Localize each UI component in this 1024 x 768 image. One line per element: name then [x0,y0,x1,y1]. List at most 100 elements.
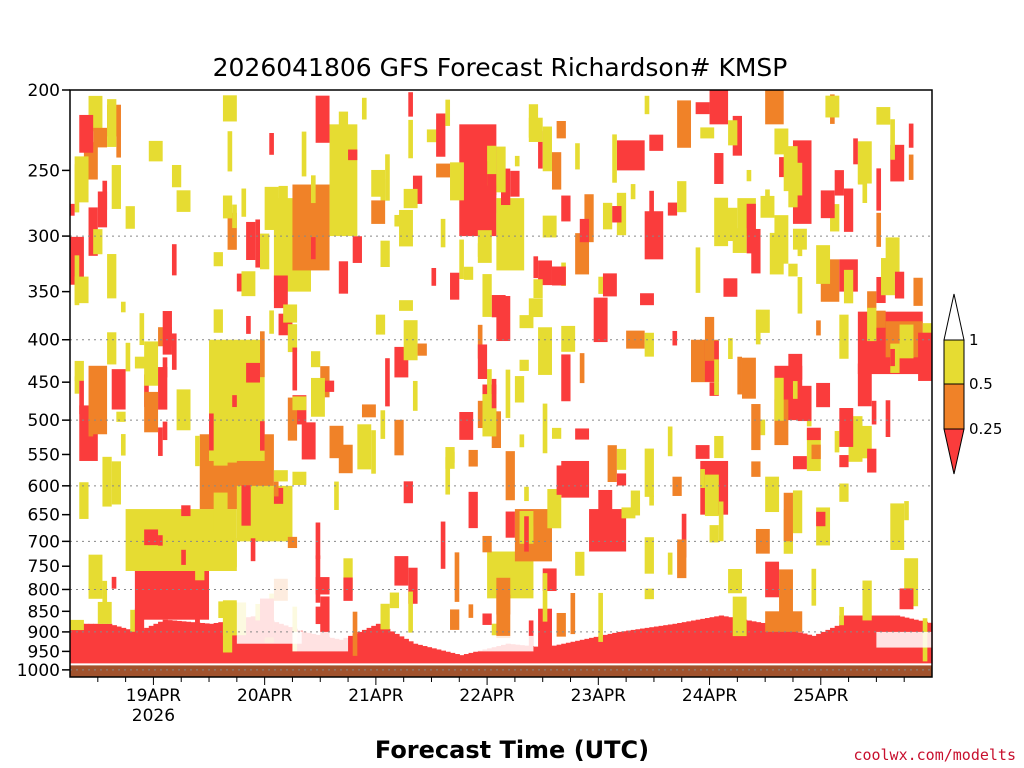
boundary-layer-cell [232,619,238,665]
ri-cell-red [732,115,742,156]
y-tick-label: 250 [28,161,60,181]
boundary-layer-cell [209,623,215,665]
boundary-layer-cell [714,616,720,665]
boundary-layer-cell [751,621,757,665]
ri-cell-yellow [227,131,233,172]
boundary-layer-cell [602,634,609,665]
ri-cell-red [899,588,914,610]
ri-cell-yellow [667,552,673,575]
ri-cell-red [255,219,261,268]
ri-cell-orange [116,130,121,158]
ri-cell-orange [260,331,265,378]
ri-cell-orange [816,320,821,336]
ri-cell-yellow [459,239,464,280]
ri-cell-yellow [74,376,80,394]
boundary-layer-cell [371,625,377,665]
ri-cell-yellow [839,606,844,626]
ri-cell-red [79,114,94,153]
boundary-layer-cell [686,621,692,665]
boundary-layer-cell [454,654,460,665]
ri-cell-red [695,445,710,459]
ri-cell-red [70,203,75,216]
ri-cell-red [273,487,284,504]
boundary-layer-cell [97,623,104,665]
ri-cell-red [315,606,325,625]
boundary-layer-cell [125,629,131,665]
ri-cell-yellow [97,601,112,624]
richardson-cells [70,90,933,665]
boundary-layer-cell [473,651,479,665]
boundary-layer-cell [148,625,155,665]
ri-cell-yellow [797,277,803,314]
boundary-layer-cell [538,647,544,665]
ri-cell-yellow [213,421,228,466]
boundary-layer-cell [74,623,80,665]
boundary-layer-cell [723,616,729,665]
ri-cell-yellow [496,213,501,231]
ri-cell-red [144,374,149,407]
ri-cell-yellow [630,490,641,516]
ri-cell-orange [468,604,474,618]
y-tick-label: 200 [28,81,60,101]
boundary-layer-cell [88,623,94,665]
boundary-layer-cell [612,632,618,665]
boundary-layer-cell [691,620,697,665]
ri-cell-red [463,161,469,186]
ri-cell-red [561,195,571,222]
ri-cell-yellow [505,369,511,418]
boundary-layer-cell [348,635,354,665]
boundary-layer-cell [450,652,456,665]
ri-cell-red [894,271,905,299]
ri-cell-red [315,555,321,603]
ri-cell-red [839,408,854,447]
ri-cell-yellow [700,469,705,488]
ri-cell-yellow [732,228,747,253]
ri-cell-yellow [273,470,288,482]
boundary-layer-cell [491,647,497,665]
ri-cell-yellow [732,596,747,637]
ri-cell-yellow [630,184,636,200]
boundary-layer-cell [436,649,442,665]
boundary-layer-cell [524,645,530,665]
ri-cell-yellow [171,164,182,188]
ri-cell-yellow [310,175,316,204]
boundary-layer-cell [70,623,76,665]
ri-cell-red [158,367,168,410]
ri-cell-red [477,344,488,379]
ri-cell-yellow [839,483,849,502]
ground-below-surface [70,664,932,677]
boundary-layer-cell [102,623,108,665]
ri-cell-red [144,529,159,546]
boundary-layer-cell [570,641,576,665]
ri-cell-yellow [139,313,145,346]
legend-bin-0.5-1 [943,339,965,385]
boundary-layer-cell [811,635,817,665]
boundary-layer-cell [83,623,90,665]
ri-cell-red [885,400,891,437]
ri-cell-red [561,354,571,402]
ri-cell-yellow [792,162,803,196]
ri-cell-yellow [621,507,636,519]
ri-cell-red [491,378,497,409]
ri-cell-yellow [862,580,872,621]
ri-cell-yellow [102,580,108,613]
ri-cell-red [843,188,854,232]
ri-cell-red [556,465,566,495]
boundary-layer-cell [440,650,446,665]
boundary-layer-cell [130,630,136,665]
ri-cell-yellow [644,588,654,600]
ri-cell-orange [575,233,590,275]
boundary-layer-cell [380,626,386,665]
ri-cell-yellow [528,117,543,142]
boundary-layer-cell [116,626,122,665]
boundary-layer-cell [361,629,368,665]
ri-cell-orange [741,357,756,399]
plot-area [69,89,933,678]
ri-cell-red [797,385,812,422]
boundary-layer-cell [120,627,127,665]
boundary-layer-cell [853,619,859,665]
ri-cell-yellow [644,95,650,115]
boundary-layer-cell [802,633,808,665]
ri-cell-yellow [148,140,163,162]
ri-cell-orange [477,324,483,359]
